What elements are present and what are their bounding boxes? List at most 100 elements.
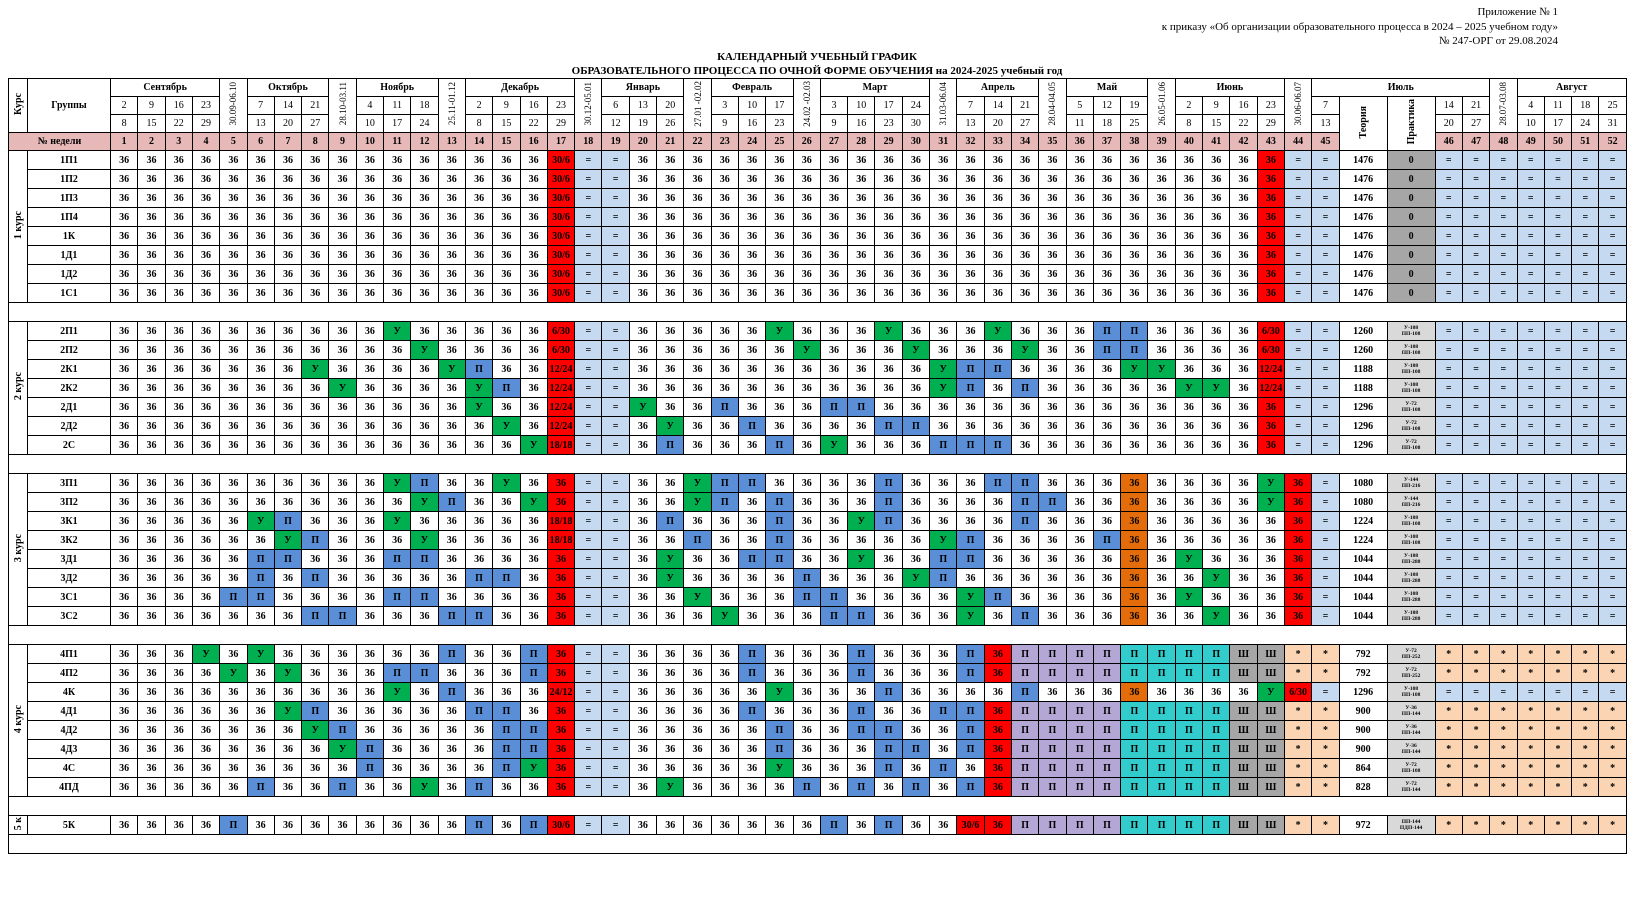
- cell: 36: [929, 473, 958, 493]
- cell: 36: [737, 435, 767, 455]
- cell: =: [1284, 226, 1313, 246]
- cell: П: [847, 644, 876, 664]
- cell: П: [1038, 777, 1067, 797]
- cell: 36: [410, 739, 439, 759]
- cell: =: [1571, 283, 1600, 303]
- cell: 0: [1386, 264, 1436, 284]
- column-header: Практика: [1386, 96, 1436, 151]
- cell: 36: [656, 397, 685, 417]
- cell: =: [1489, 245, 1518, 265]
- cell: =: [1461, 435, 1491, 455]
- cell: 36: [519, 188, 548, 208]
- date-from: 21: [301, 96, 330, 115]
- cell: 36: [1120, 283, 1149, 303]
- cell: =: [1311, 568, 1340, 588]
- cell: 36: [355, 416, 385, 436]
- cell: =: [1434, 207, 1463, 227]
- cell: 36: [737, 606, 767, 626]
- cell: 36: [1147, 435, 1176, 455]
- cell: 36: [1202, 226, 1231, 246]
- cell: Ш: [1256, 663, 1286, 683]
- cell: =: [574, 207, 603, 227]
- cell: 36: [901, 701, 931, 721]
- cell: 36: [137, 169, 166, 189]
- cell: 36: [328, 815, 357, 835]
- cell: =: [1489, 549, 1518, 569]
- cell: П: [983, 359, 1012, 379]
- schedule-table: Курс Группы Сентябрь 30.09-06.10 Октябрь 28.1…: [8, 78, 1627, 854]
- cell: 36: [301, 378, 330, 398]
- cell: 36: [546, 473, 576, 493]
- cell: У-108 ПП-108: [1386, 359, 1436, 379]
- cell: 36: [765, 169, 794, 189]
- date-from: 23: [546, 96, 576, 115]
- cell: 36: [464, 150, 494, 170]
- cell: =: [601, 188, 630, 208]
- cell: 36: [1038, 188, 1067, 208]
- cell: 36: [1202, 587, 1231, 607]
- cell: =: [1311, 150, 1340, 170]
- cell: П: [1092, 758, 1122, 778]
- cell: 36: [628, 587, 658, 607]
- cell: 1296: [1338, 435, 1388, 455]
- cell: 36: [273, 777, 303, 797]
- cell: 36: [874, 397, 903, 417]
- cell: =: [1461, 511, 1491, 531]
- cell: У: [765, 321, 794, 341]
- cell: 36: [410, 264, 439, 284]
- cell: 36: [301, 739, 330, 759]
- cell: 36: [847, 416, 876, 436]
- cell: 36: [792, 492, 821, 512]
- cell: 36: [410, 720, 439, 740]
- cell: 36: [1092, 264, 1122, 284]
- spacer: [8, 454, 1627, 474]
- cell: 30/6: [546, 815, 576, 835]
- cell: 36: [355, 549, 385, 569]
- cell: 30/6: [546, 283, 576, 303]
- cell: 0: [1386, 207, 1436, 227]
- cell: 36: [137, 587, 166, 607]
- cell: 36: [1202, 321, 1231, 341]
- cell: 36: [819, 188, 849, 208]
- date-to: 22: [164, 114, 193, 133]
- cell: П: [437, 606, 466, 626]
- cell: *: [1284, 663, 1313, 683]
- cell: 30/6: [546, 245, 576, 265]
- cell: 36: [1010, 264, 1040, 284]
- cell: 36: [929, 264, 958, 284]
- cell: 36: [792, 720, 821, 740]
- cell: 36: [410, 245, 439, 265]
- cell: 36: [355, 644, 385, 664]
- cell: 36: [1202, 473, 1231, 493]
- cell: 900: [1338, 720, 1388, 740]
- cell: П: [1038, 739, 1067, 759]
- cell: П: [328, 606, 357, 626]
- cell: П: [847, 777, 876, 797]
- cell: 36: [1038, 264, 1067, 284]
- cell: 36: [1284, 492, 1313, 512]
- cell: 36: [847, 815, 876, 835]
- cell: П: [847, 720, 876, 740]
- cell: 36: [519, 226, 548, 246]
- cell: 36: [191, 682, 221, 702]
- cell: 36: [246, 264, 275, 284]
- week-number: 13: [437, 132, 466, 151]
- cell: 36: [983, 169, 1012, 189]
- cell: 36: [847, 530, 876, 550]
- cell: =: [1434, 226, 1463, 246]
- date-to: 24: [1571, 114, 1600, 133]
- cell: 36: [164, 815, 193, 835]
- cell: 36: [1092, 226, 1122, 246]
- cell: У: [410, 492, 439, 512]
- cell: 1296: [1338, 416, 1388, 436]
- group-name: 2Д1: [27, 397, 111, 417]
- cell: =: [601, 150, 630, 170]
- cell: *: [1516, 777, 1545, 797]
- week-number: 33: [983, 132, 1012, 151]
- cell: 36: [1038, 169, 1067, 189]
- cell: П: [1065, 701, 1094, 721]
- cell: У-72 ПП-252: [1386, 663, 1436, 683]
- cell: У-144 ПП-216: [1386, 473, 1436, 493]
- cell: 36: [437, 511, 466, 531]
- cell: 36: [956, 492, 985, 512]
